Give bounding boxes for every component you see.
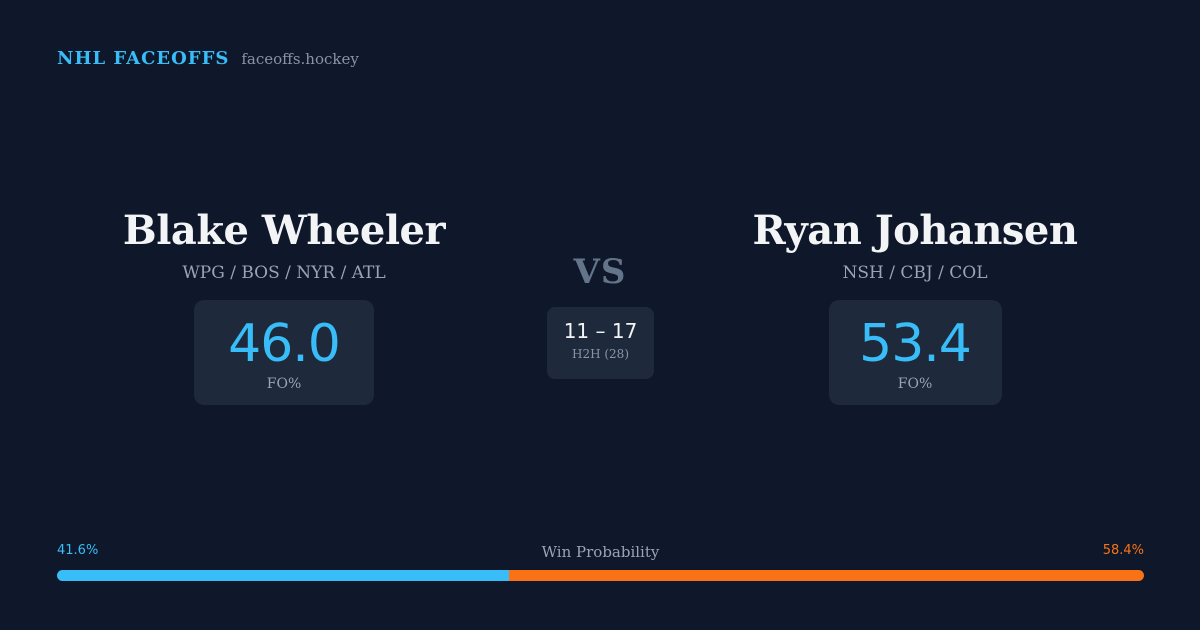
h2h-score: 11 – 17 <box>563 319 638 343</box>
win-probability-bar <box>57 570 1144 581</box>
player-left-name: Blake Wheeler <box>122 207 446 254</box>
brand-url: faceoffs.hockey <box>241 50 359 68</box>
vs-label: VS <box>573 252 627 292</box>
win-probability-left-label: 41.6% <box>57 543 99 558</box>
win-probability-left-fill <box>57 570 510 581</box>
player-left: Blake Wheeler WPG / BOS / NYR / ATL 46.0… <box>34 205 534 405</box>
player-left-fo-label: FO% <box>266 376 302 392</box>
player-left-fo-card: 46.0 FO% <box>194 300 374 405</box>
win-probability-labels: 41.6% Win Probability 58.4% <box>57 543 1144 563</box>
player-right-fo-label: FO% <box>897 376 933 392</box>
h2h-card: 11 – 17 H2H (28) <box>547 307 654 379</box>
player-right: Ryan Johansen NSH / CBJ / COL 53.4 FO% <box>665 205 1165 405</box>
win-probability-title: Win Probability <box>541 543 660 561</box>
player-right-teams: NSH / CBJ / COL <box>842 263 988 283</box>
brand-header: NHL FACEOFFS faceoffs.hockey <box>57 48 359 69</box>
player-right-fo-card: 53.4 FO% <box>828 300 1002 405</box>
win-probability-right-fill <box>509 570 1144 581</box>
player-right-fo-value: 53.4 <box>859 314 972 374</box>
player-left-teams: WPG / BOS / NYR / ATL <box>182 263 386 283</box>
player-left-fo-value: 46.0 <box>228 314 341 374</box>
brand-title: NHL FACEOFFS <box>57 48 230 69</box>
win-probability-right-label: 58.4% <box>1102 543 1144 558</box>
player-right-name: Ryan Johansen <box>752 207 1078 254</box>
h2h-label: H2H (28) <box>571 347 629 361</box>
